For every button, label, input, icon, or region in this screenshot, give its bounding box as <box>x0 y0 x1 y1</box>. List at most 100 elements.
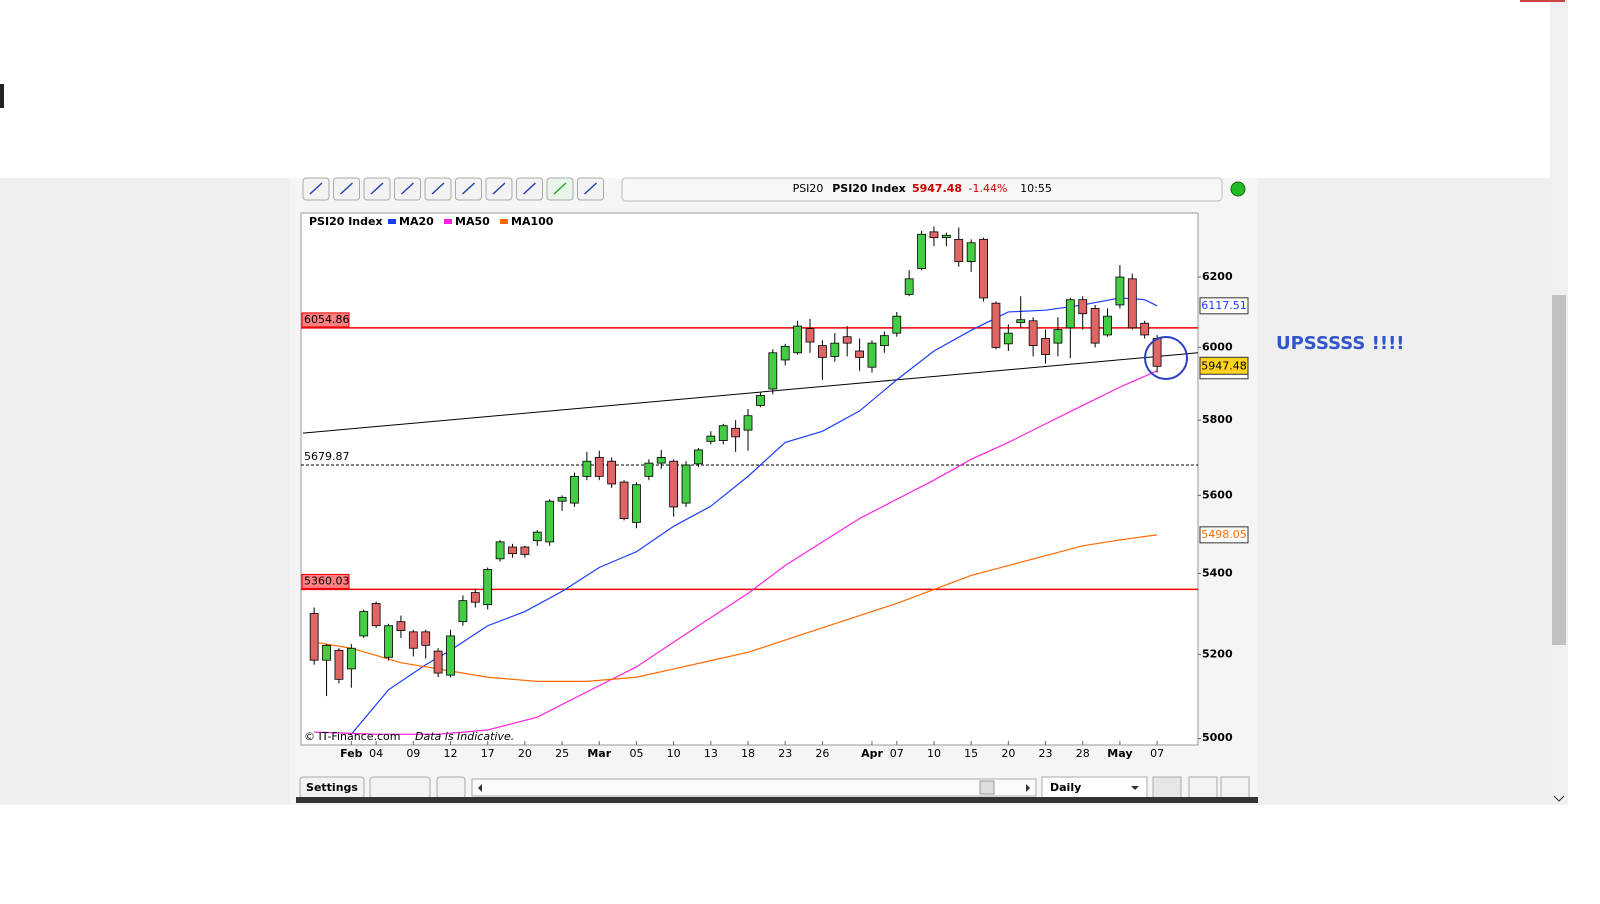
candle-body <box>1127 278 1137 329</box>
x-tick-label: 15 <box>964 747 978 760</box>
candle-body <box>830 342 840 357</box>
settings-label[interactable]: Settings <box>306 781 358 794</box>
legend-label: MA50 <box>455 215 490 228</box>
zoom-fit-button[interactable] <box>1152 776 1182 799</box>
trendline <box>302 352 1199 434</box>
candle-body <box>1003 332 1013 345</box>
candle-body <box>855 350 864 358</box>
candle-body <box>433 650 443 674</box>
last-value-box <box>1199 297 1249 315</box>
save-buttons[interactable] <box>369 776 431 799</box>
time: 10:55 <box>1020 182 1052 195</box>
interval-label[interactable]: Daily <box>1050 781 1081 794</box>
candle-body <box>892 315 902 334</box>
tool-icon[interactable] <box>461 182 476 195</box>
top-accent <box>1520 0 1565 2</box>
x-tick-label: Mar <box>587 747 611 760</box>
candle-body <box>570 475 579 504</box>
tool-icon[interactable] <box>583 182 598 195</box>
candle-body <box>1016 319 1026 323</box>
scroll-down-arrow[interactable] <box>1553 795 1565 802</box>
x-tick-label: 07 <box>1150 747 1164 760</box>
scroller-thumb[interactable] <box>979 780 995 795</box>
candle-body <box>1115 276 1125 306</box>
candle-body <box>470 592 480 603</box>
x-tick-label: 23 <box>1039 747 1053 760</box>
tool-icon[interactable] <box>492 182 506 195</box>
tool-icon[interactable] <box>553 182 567 195</box>
x-tick-label: 25 <box>555 747 569 760</box>
tool-icon[interactable] <box>431 182 445 195</box>
candle-body <box>1152 338 1162 367</box>
scrollbar-thumb[interactable] <box>1552 295 1566 645</box>
level-label: 6054.86 <box>304 313 350 326</box>
candle-body <box>941 234 951 239</box>
candle-body <box>669 460 679 508</box>
legend-swatch <box>388 219 396 224</box>
tool-icon[interactable] <box>400 182 415 195</box>
tool-icon[interactable] <box>309 182 323 195</box>
x-tick-label: 28 <box>1076 747 1090 760</box>
candle-body <box>817 345 827 358</box>
candle-body <box>334 649 344 680</box>
y-tick-label: 5800 <box>1202 413 1233 426</box>
candle-body <box>768 352 778 390</box>
candle-body <box>1028 320 1038 347</box>
candle-body <box>644 462 654 477</box>
x-tick-label: 04 <box>369 747 383 760</box>
candle-body <box>867 342 877 368</box>
print-button[interactable] <box>436 776 466 799</box>
instrument-name: PSI20 Index <box>832 182 906 195</box>
legend-swatch <box>444 219 452 224</box>
x-tick-label: 07 <box>890 747 904 760</box>
candle-body <box>743 415 753 431</box>
candle-body <box>917 233 926 269</box>
tool-icon[interactable] <box>370 182 384 195</box>
candle-body <box>966 242 976 262</box>
copyright: © IT-Finance.com <box>304 730 401 743</box>
last-price-label: 5947.48 <box>1201 359 1247 372</box>
edge-mark <box>0 84 4 108</box>
y-tick-label: 5600 <box>1202 488 1233 501</box>
select-arrow[interactable] <box>1131 786 1139 790</box>
y-tick-label: 5400 <box>1202 566 1233 579</box>
zoom-out-button[interactable] <box>1188 776 1218 799</box>
candle-body <box>731 427 741 438</box>
last-value-label: 6117.51 <box>1201 299 1247 312</box>
candle-body <box>396 621 406 632</box>
candle-body <box>446 635 455 676</box>
candle-body <box>718 425 728 441</box>
candle-body <box>545 500 555 543</box>
y-tick-label: 6200 <box>1202 270 1233 283</box>
candle-body <box>1053 329 1063 344</box>
candle-body <box>991 302 1001 348</box>
x-tick-label: 20 <box>1001 747 1015 760</box>
candle-body <box>656 457 666 464</box>
legend-label: PSI20 Index <box>309 215 383 228</box>
candle-body <box>1103 315 1112 336</box>
x-tick-label: Apr <box>861 747 883 760</box>
plot <box>301 226 1201 745</box>
candle-body <box>346 647 356 670</box>
candle-body <box>632 484 641 523</box>
x-tick-label: 09 <box>406 747 420 760</box>
zoom-in-button[interactable] <box>1220 776 1250 799</box>
tool-icon[interactable] <box>339 182 354 195</box>
candle-body <box>780 345 790 361</box>
price: 5947.48 <box>912 182 962 195</box>
candle-body <box>421 631 431 646</box>
candle-body <box>532 531 542 542</box>
candle-body <box>495 541 505 560</box>
candle-body <box>619 481 629 519</box>
tool-icon[interactable] <box>522 182 537 195</box>
candle-body <box>520 546 530 555</box>
candle-body <box>681 464 691 504</box>
candle-body <box>408 631 418 649</box>
candle-body <box>904 278 914 295</box>
candle-body <box>706 435 716 442</box>
x-tick-label: 26 <box>815 747 829 760</box>
time-scroller[interactable] <box>471 778 1037 797</box>
last-price-box <box>1199 356 1249 375</box>
candle-body <box>756 395 765 406</box>
x-tick-label: May <box>1107 747 1132 760</box>
